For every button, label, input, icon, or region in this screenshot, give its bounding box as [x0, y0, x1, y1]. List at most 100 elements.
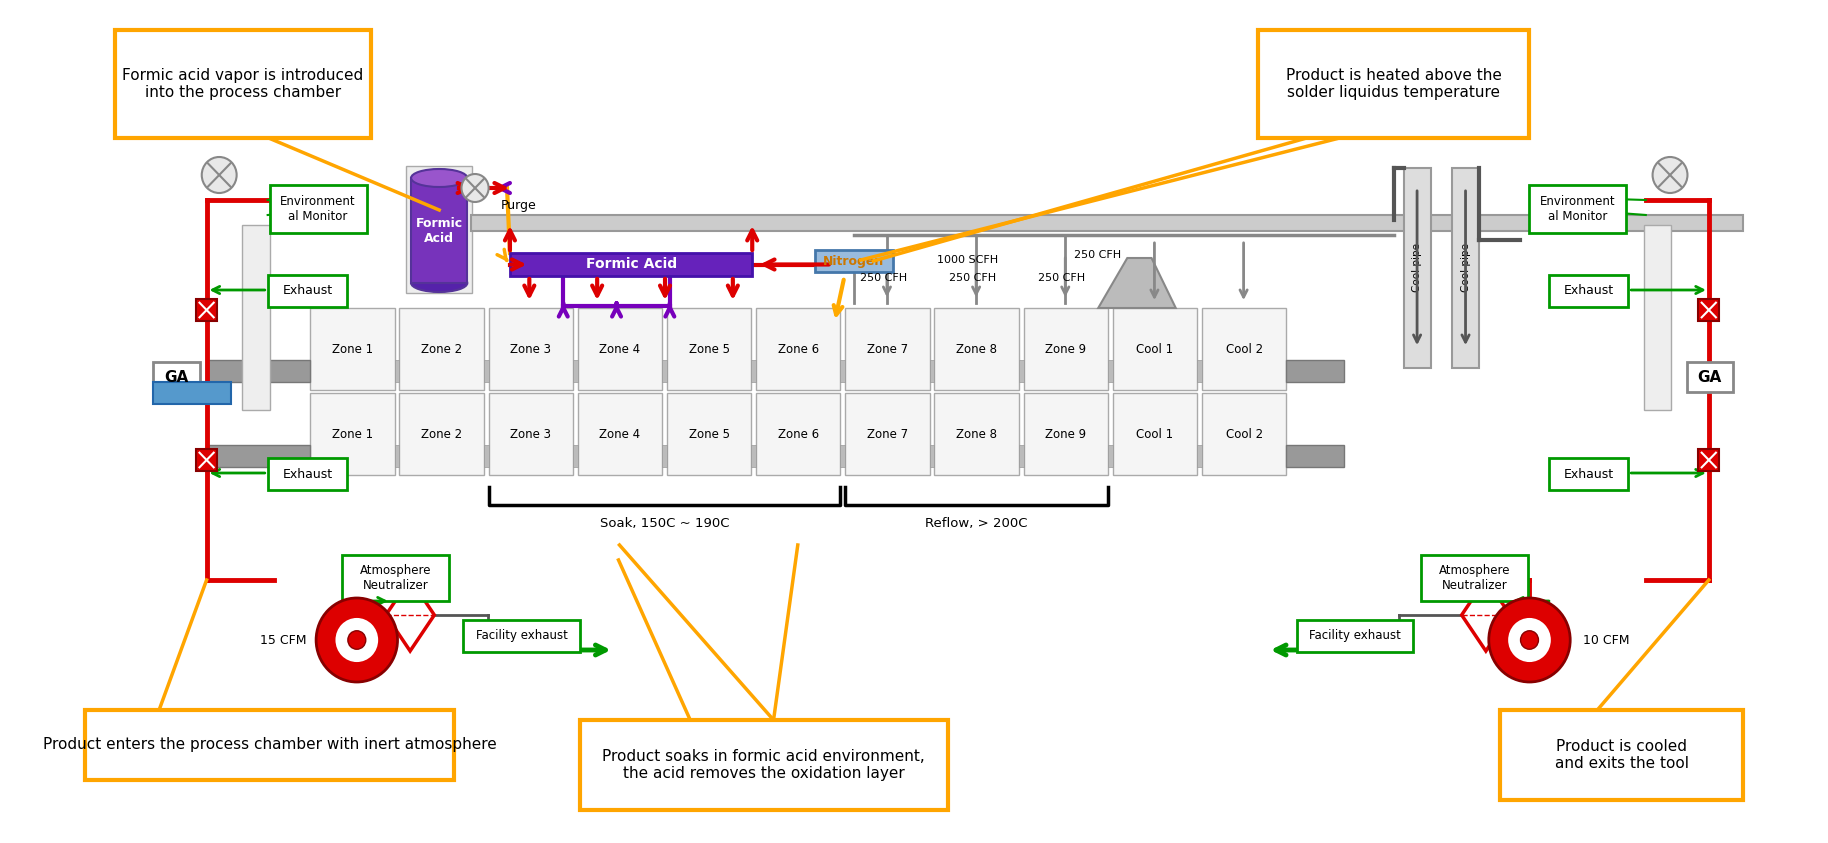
- FancyBboxPatch shape: [484, 360, 488, 382]
- Text: Cool 1: Cool 1: [1137, 427, 1174, 441]
- Text: Cool pipe: Cool pipe: [1461, 244, 1470, 293]
- Text: Zone 1: Zone 1: [333, 342, 373, 356]
- Text: Product enters the process chamber with inert atmosphere: Product enters the process chamber with …: [42, 738, 497, 753]
- FancyBboxPatch shape: [841, 360, 845, 382]
- FancyBboxPatch shape: [1108, 445, 1113, 467]
- Text: Formic acid vapor is introduced
into the process chamber: Formic acid vapor is introduced into the…: [122, 67, 364, 100]
- FancyBboxPatch shape: [267, 275, 347, 307]
- FancyBboxPatch shape: [472, 215, 1742, 231]
- Ellipse shape: [411, 274, 468, 292]
- FancyBboxPatch shape: [395, 445, 400, 467]
- Text: Zone 3: Zone 3: [510, 342, 552, 356]
- FancyBboxPatch shape: [572, 445, 578, 467]
- FancyBboxPatch shape: [1018, 445, 1024, 467]
- Text: Zone 5: Zone 5: [689, 342, 729, 356]
- Text: Zone 2: Zone 2: [420, 427, 462, 441]
- Circle shape: [347, 631, 366, 649]
- Text: 10 CFM: 10 CFM: [1583, 633, 1629, 647]
- Text: Zone 4: Zone 4: [600, 427, 640, 441]
- FancyBboxPatch shape: [1643, 225, 1671, 410]
- FancyBboxPatch shape: [154, 362, 199, 392]
- FancyBboxPatch shape: [1404, 168, 1431, 368]
- Circle shape: [335, 617, 378, 663]
- FancyBboxPatch shape: [196, 449, 218, 471]
- FancyBboxPatch shape: [845, 308, 930, 390]
- Circle shape: [1521, 631, 1539, 649]
- FancyBboxPatch shape: [667, 393, 751, 475]
- FancyBboxPatch shape: [1287, 360, 1344, 382]
- Ellipse shape: [411, 169, 468, 187]
- Text: 1000 SCFH: 1000 SCFH: [938, 255, 998, 265]
- Text: Zone 3: Zone 3: [510, 427, 552, 441]
- Text: Product soaks in formic acid environment,
the acid removes the oxidation layer: Product soaks in formic acid environment…: [603, 749, 925, 781]
- FancyBboxPatch shape: [115, 30, 371, 138]
- Text: Purge: Purge: [501, 198, 536, 212]
- FancyBboxPatch shape: [1451, 168, 1479, 368]
- FancyBboxPatch shape: [1698, 449, 1720, 471]
- FancyBboxPatch shape: [411, 178, 468, 283]
- Text: GA: GA: [1698, 369, 1722, 384]
- FancyBboxPatch shape: [930, 360, 934, 382]
- Text: Product is cooled
and exits the tool: Product is cooled and exits the tool: [1554, 738, 1689, 771]
- Text: Facility exhaust: Facility exhaust: [475, 630, 567, 642]
- FancyBboxPatch shape: [154, 382, 230, 404]
- Text: Cool 2: Cool 2: [1225, 427, 1263, 441]
- Polygon shape: [386, 579, 435, 651]
- Text: GA: GA: [165, 369, 188, 384]
- Text: 250 CFH: 250 CFH: [1075, 250, 1121, 260]
- FancyBboxPatch shape: [572, 360, 578, 382]
- FancyBboxPatch shape: [1197, 445, 1203, 467]
- Text: Zone 1: Zone 1: [333, 427, 373, 441]
- Text: Atmosphere
Neutralizer: Atmosphere Neutralizer: [360, 564, 431, 592]
- FancyBboxPatch shape: [400, 393, 484, 475]
- Text: Atmosphere
Neutralizer: Atmosphere Neutralizer: [1439, 564, 1510, 592]
- FancyBboxPatch shape: [662, 445, 667, 467]
- FancyBboxPatch shape: [1287, 445, 1344, 467]
- FancyBboxPatch shape: [1501, 710, 1742, 800]
- Text: Zone 9: Zone 9: [1046, 342, 1086, 356]
- Text: Facility exhaust: Facility exhaust: [1309, 630, 1400, 642]
- Circle shape: [1506, 617, 1552, 663]
- FancyBboxPatch shape: [510, 253, 753, 276]
- Text: 250 CFH: 250 CFH: [1038, 273, 1086, 283]
- FancyBboxPatch shape: [1113, 393, 1197, 475]
- FancyBboxPatch shape: [751, 445, 757, 467]
- FancyBboxPatch shape: [1296, 620, 1413, 652]
- FancyBboxPatch shape: [1548, 458, 1629, 490]
- FancyBboxPatch shape: [342, 555, 450, 601]
- Text: Exhaust: Exhaust: [1563, 468, 1614, 481]
- FancyBboxPatch shape: [1548, 275, 1629, 307]
- FancyBboxPatch shape: [207, 360, 311, 382]
- FancyBboxPatch shape: [751, 360, 757, 382]
- Text: Formic Acid: Formic Acid: [585, 257, 676, 271]
- Text: Soak, 150C ~ 190C: Soak, 150C ~ 190C: [600, 517, 729, 529]
- FancyBboxPatch shape: [1024, 308, 1108, 390]
- FancyBboxPatch shape: [86, 710, 453, 780]
- Circle shape: [1653, 157, 1687, 193]
- Text: Nitrogen: Nitrogen: [823, 255, 885, 267]
- FancyBboxPatch shape: [464, 620, 579, 652]
- FancyBboxPatch shape: [1024, 393, 1108, 475]
- FancyBboxPatch shape: [662, 360, 667, 382]
- FancyBboxPatch shape: [207, 445, 311, 467]
- Circle shape: [316, 598, 397, 682]
- Text: Exhaust: Exhaust: [282, 284, 333, 298]
- FancyBboxPatch shape: [1530, 185, 1627, 233]
- FancyBboxPatch shape: [578, 308, 662, 390]
- FancyBboxPatch shape: [757, 308, 841, 390]
- FancyBboxPatch shape: [930, 445, 934, 467]
- FancyBboxPatch shape: [1113, 308, 1197, 390]
- FancyBboxPatch shape: [667, 308, 751, 390]
- FancyBboxPatch shape: [1687, 362, 1733, 392]
- FancyBboxPatch shape: [400, 308, 484, 390]
- Circle shape: [1488, 598, 1570, 682]
- FancyBboxPatch shape: [1203, 393, 1287, 475]
- Text: 15 CFM: 15 CFM: [260, 633, 307, 647]
- FancyBboxPatch shape: [488, 308, 572, 390]
- FancyBboxPatch shape: [1203, 308, 1287, 390]
- Text: Product is heated above the
solder liquidus temperature: Product is heated above the solder liqui…: [1285, 67, 1503, 100]
- FancyBboxPatch shape: [934, 393, 1018, 475]
- Text: Exhaust: Exhaust: [282, 468, 333, 481]
- Text: Exhaust: Exhaust: [1563, 284, 1614, 298]
- FancyBboxPatch shape: [578, 393, 662, 475]
